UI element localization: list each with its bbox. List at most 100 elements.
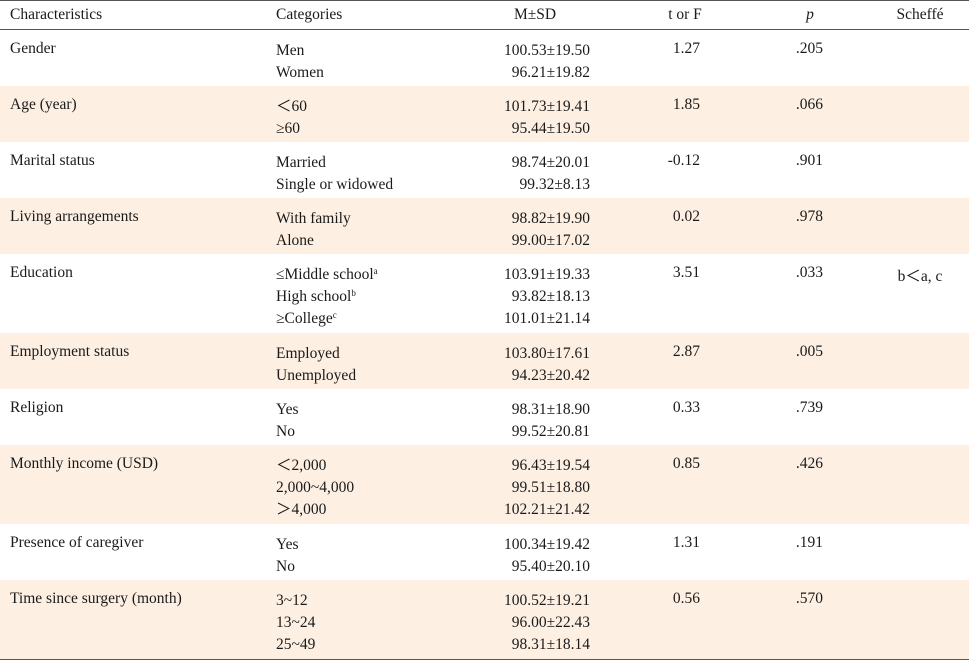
row-characteristic: Monthly income (USD): [10, 455, 159, 472]
category-label: 13~24: [276, 612, 315, 634]
row-t-or-f: 0.02: [672, 208, 700, 225]
row-t-or-f: 2.87: [672, 343, 700, 360]
category-label: Married: [276, 152, 393, 174]
category-label: Yes: [276, 534, 299, 556]
row-p-value: .205: [795, 40, 823, 57]
table-body: Gender Men Women 100.53±19.50 96.21±19.82 1.2…: [0, 30, 969, 659]
row-p-value: .066: [795, 96, 823, 113]
category-text: 3~12: [276, 592, 308, 609]
header-scheffe: Scheffé: [896, 6, 944, 23]
row-characteristic: Gender: [10, 40, 56, 57]
category-label: Men: [276, 40, 324, 62]
category-label: With family: [276, 208, 351, 230]
category-superscript: b: [351, 288, 356, 298]
row-msd: 98.82±19.90 99.00±17.02: [420, 208, 590, 252]
row-t-or-f: 0.56: [672, 590, 700, 607]
category-label: Unemployed: [276, 365, 356, 387]
row-t-or-f: 1.31: [672, 534, 700, 551]
category-text: Yes: [276, 401, 299, 418]
header-characteristics: Characteristics: [10, 6, 103, 23]
category-text: ≥60: [276, 120, 301, 137]
msd-value: 98.31±18.90: [511, 401, 590, 418]
row-categories: 3~12 13~24 25~49: [276, 590, 315, 656]
msd-value: 103.91±19.33: [503, 266, 590, 283]
msd-value: 101.01±21.14: [503, 310, 590, 327]
row-categories: ≤Middle schoola High schoolb ≥Collegec: [276, 264, 378, 330]
category-text: Married: [276, 154, 326, 171]
row-p-value: .191: [795, 534, 823, 551]
msd-value: 95.44±19.50: [511, 120, 590, 137]
row-msd: 100.34±19.42 95.40±20.10: [420, 534, 590, 578]
table-row: Education ≤Middle schoola High schoolb ≥Col…: [0, 254, 969, 333]
header-t-or-f: t or F: [668, 6, 702, 23]
category-text: Men: [276, 42, 305, 59]
row-t-or-f: 0.85: [672, 455, 700, 472]
msd-value: 94.23±20.42: [511, 367, 590, 384]
row-t-or-f: -0.12: [667, 152, 700, 169]
row-categories: Employed Unemployed: [276, 343, 356, 387]
table-row: Presence of caregiver Yes No 100.34±19.42 95…: [0, 524, 969, 580]
msd-value: 99.51±18.80: [511, 479, 590, 496]
category-text: ＜60: [276, 98, 308, 115]
msd-value: 103.80±17.61: [503, 345, 590, 362]
row-msd: 98.31±18.90 99.52±20.81: [420, 399, 590, 443]
msd-value: 96.21±19.82: [511, 64, 590, 81]
msd-value: 96.43±19.54: [511, 457, 590, 474]
msd-value: 99.32±8.13: [519, 176, 590, 193]
category-text: Women: [276, 64, 324, 81]
row-p-value: .901: [795, 152, 823, 169]
category-text: 25~49: [276, 636, 316, 653]
category-text: Single or widowed: [276, 176, 394, 193]
msd-value: 95.40±20.10: [511, 558, 590, 575]
category-label: No: [276, 421, 299, 443]
row-characteristic: Education: [10, 264, 73, 281]
row-t-or-f: 1.27: [672, 40, 700, 57]
category-text: ＜2,000: [276, 457, 327, 474]
table-header: Characteristics Categories M±SD t or F p…: [0, 1, 969, 30]
category-label: No: [276, 556, 299, 578]
category-label: Single or widowed: [276, 174, 393, 196]
row-categories: ＜2,000 2,000~4,000 ＞4,000: [276, 455, 354, 521]
row-msd: 98.74±20.01 99.32±8.13: [420, 152, 590, 196]
category-label: Alone: [276, 230, 351, 252]
msd-value: 100.34±19.42: [503, 536, 590, 553]
row-categories: With family Alone: [276, 208, 351, 252]
category-label: ≥60: [276, 118, 307, 140]
category-text: ≤Middle school: [276, 266, 374, 283]
category-text: 2,000~4,000: [276, 479, 355, 496]
header-msd: M±SD: [513, 6, 557, 23]
msd-value: 98.31±18.14: [511, 636, 590, 653]
category-text: Unemployed: [276, 367, 357, 384]
category-text: Alone: [276, 232, 314, 249]
table-row: Time since surgery (month) 3~12 13~24 25~49…: [0, 580, 969, 659]
row-t-or-f: 3.51: [672, 264, 700, 281]
row-msd: 96.43±19.54 99.51±18.80 102.21±21.42: [420, 455, 590, 521]
row-p-value: .005: [795, 343, 823, 360]
msd-value: 101.73±19.41: [503, 98, 590, 115]
category-text: ＞4,000: [276, 501, 327, 518]
category-label: ＜60: [276, 96, 307, 118]
table-row: Marital status Married Single or widowed 98…: [0, 142, 969, 198]
category-label: Employed: [276, 343, 356, 365]
table-row: Age (year) ＜60 ≥60 101.73±19.41 95.44±19.50 1…: [0, 86, 969, 142]
row-characteristic: Living arrangements: [10, 208, 139, 225]
table-row: Gender Men Women 100.53±19.50 96.21±19.82 1.2…: [0, 30, 969, 86]
msd-value: 98.74±20.01: [511, 154, 590, 171]
category-label: 3~12: [276, 590, 315, 612]
category-label: ≤Middle schoola: [276, 264, 378, 286]
row-p-value: .426: [795, 455, 823, 472]
row-characteristic: Religion: [10, 399, 64, 416]
msd-value: 99.52±20.81: [511, 423, 590, 440]
category-label: 2,000~4,000: [276, 477, 354, 499]
row-characteristic: Employment status: [10, 343, 130, 360]
msd-value: 100.52±19.21: [503, 592, 590, 609]
msd-value: 102.21±21.42: [503, 501, 590, 518]
table-row: Employment status Employed Unemployed 103.8…: [0, 333, 969, 389]
row-msd: 100.53±19.50 96.21±19.82: [420, 40, 590, 84]
category-text: Yes: [276, 536, 299, 553]
row-characteristic: Time since surgery (month): [10, 590, 182, 607]
category-text: High school: [276, 288, 352, 305]
row-t-or-f: 0.33: [672, 399, 700, 416]
row-categories: Yes No: [276, 399, 299, 443]
